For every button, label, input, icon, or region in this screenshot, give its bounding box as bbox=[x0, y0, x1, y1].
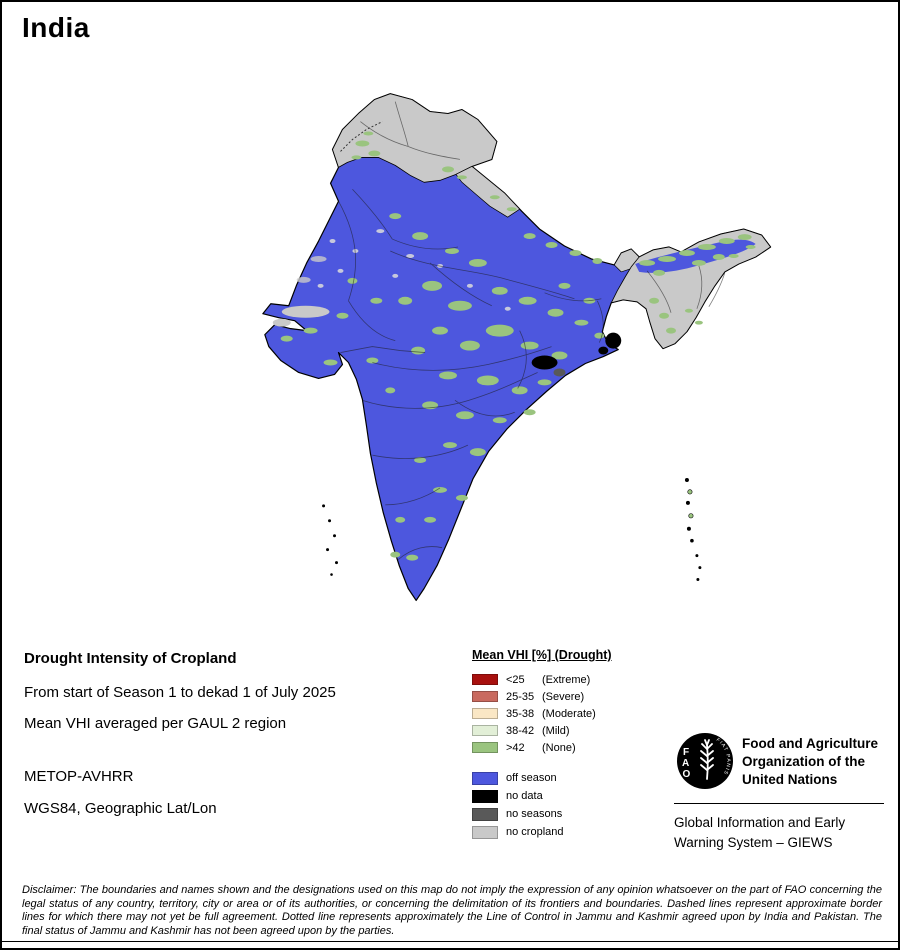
legend-swatch-severe bbox=[472, 691, 498, 702]
legend-swatch-none bbox=[472, 742, 498, 753]
legend-label: 35-38 bbox=[506, 707, 535, 720]
giews-label: Global Information and Early Warning Sys… bbox=[674, 815, 846, 850]
legend-label: 25-35 bbox=[506, 690, 535, 703]
legend-swatch-mild bbox=[472, 725, 498, 736]
rann-of-kutch-patches bbox=[272, 255, 330, 327]
legend-item-severe: 25-35 (Severe) bbox=[472, 688, 612, 705]
legend-label: off season bbox=[506, 772, 557, 784]
fao-logo-icon: F A O FIAT PANIS bbox=[677, 733, 733, 789]
legend-label: >42 bbox=[506, 741, 525, 754]
svg-text:F: F bbox=[683, 747, 689, 758]
andaman-nicobar-islands bbox=[684, 477, 702, 582]
legend-qualifier: (Moderate) bbox=[542, 707, 596, 720]
map-period: From start of Season 1 to dekad 1 of Jul… bbox=[24, 684, 336, 701]
disclaimer-text: Disclaimer: The boundaries and names sho… bbox=[22, 884, 882, 937]
map-info-block: Drought Intensity of Cropland From start… bbox=[24, 650, 336, 817]
no-seasons-patch bbox=[553, 368, 566, 377]
fao-separator-line bbox=[674, 803, 884, 804]
pale-speckles bbox=[317, 229, 511, 311]
legend-swatch-extreme bbox=[472, 674, 498, 685]
legend-label: 38-42 bbox=[506, 724, 535, 737]
legend-label: no data bbox=[506, 790, 543, 802]
legend-label: no cropland bbox=[506, 826, 564, 838]
legend-label: no seasons bbox=[506, 808, 563, 820]
legend-item-no-cropland: no cropland bbox=[472, 823, 612, 841]
product-title: Drought Intensity of Cropland bbox=[24, 650, 237, 667]
india-landmass bbox=[262, 93, 772, 602]
legend-title: Mean VHI [%] (Drought) bbox=[472, 648, 612, 662]
vhi-none-green-patches bbox=[280, 131, 756, 561]
legend-other-group: off season no data no seasons no croplan… bbox=[472, 769, 612, 841]
map-sensor: METOP-AVHRR bbox=[24, 768, 134, 785]
svg-text:O: O bbox=[683, 769, 691, 780]
legend-swatch-no-data bbox=[472, 789, 498, 803]
legend-swatch-no-cropland bbox=[472, 825, 498, 839]
legend-qualifier: (None) bbox=[542, 741, 576, 754]
legend-label: <25 bbox=[506, 673, 525, 686]
assam-valley-off-season bbox=[635, 239, 756, 273]
lakshadweep-islands bbox=[322, 504, 338, 576]
map-aggregation: Mean VHI averaged per GAUL 2 region bbox=[24, 715, 287, 732]
legend-item-no-data: no data bbox=[472, 787, 612, 805]
legend-swatch-off-season bbox=[472, 771, 498, 785]
legend-qualifier: (Severe) bbox=[542, 690, 585, 703]
legend-item-extreme: <25 (Extreme) bbox=[472, 671, 612, 688]
map-projection: WGS84, Geographic Lat/Lon bbox=[24, 800, 217, 817]
bottom-rule bbox=[2, 941, 898, 942]
line-of-control-dotted bbox=[340, 121, 383, 152]
legend-qualifier: (Extreme) bbox=[542, 673, 591, 686]
state-boundaries bbox=[338, 101, 726, 560]
northeast-no-cropland-region bbox=[610, 228, 771, 349]
wheat-icon bbox=[700, 739, 714, 780]
legend-item-off-season: off season bbox=[472, 769, 612, 787]
page-title: India bbox=[22, 12, 90, 43]
legend-item-mild: 38-42 (Mild) bbox=[472, 722, 612, 739]
legend: Mean VHI [%] (Drought) <25 (Extreme) 25-… bbox=[472, 648, 612, 841]
kashmir-no-cropland-region bbox=[332, 93, 498, 183]
legend-item-moderate: 35-38 (Moderate) bbox=[472, 705, 612, 722]
no-data-patches bbox=[531, 332, 622, 370]
svg-text:A: A bbox=[682, 758, 689, 769]
legend-swatch-no-seasons bbox=[472, 807, 498, 821]
fao-org-name: Food and Agriculture Organization of the… bbox=[742, 736, 878, 787]
legend-swatch-moderate bbox=[472, 708, 498, 719]
legend-qualifier: (Mild) bbox=[542, 724, 570, 737]
legend-item-none: >42 (None) bbox=[472, 739, 612, 756]
legend-item-no-seasons: no seasons bbox=[472, 805, 612, 823]
